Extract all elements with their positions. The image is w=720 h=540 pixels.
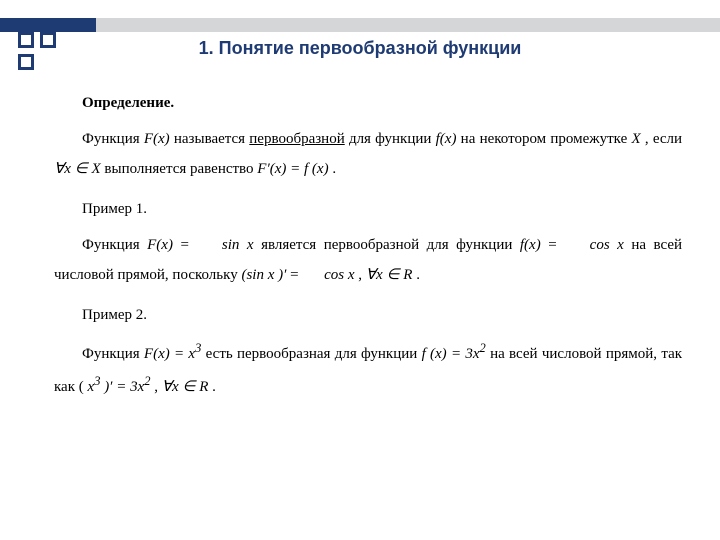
example1-heading: Пример 1. (54, 194, 682, 224)
header-band (0, 18, 720, 32)
math-forall: ∀x ∈ R (162, 379, 209, 395)
text: F(x) = x (144, 346, 195, 362)
text: на некотором промежутке (461, 131, 632, 147)
definition-text: Функция F(x) называется первообразной дл… (54, 124, 682, 184)
text: является первообразной для функции (261, 237, 520, 253)
example2-text: Функция F(x) = x3 есть первообразная для… (54, 336, 682, 402)
text: , если (645, 131, 682, 147)
math-Fx: F(x) (144, 131, 170, 147)
text: Функция (82, 131, 144, 147)
math-cosx: cos x (590, 237, 624, 253)
sup: 3 (195, 341, 201, 355)
text: есть первообразная для функции (206, 346, 422, 362)
example1-block: Пример 1. Функция F(x) = sin x является … (54, 194, 682, 290)
sup: 2 (144, 374, 150, 388)
header-band-accent (0, 18, 96, 32)
text: . (332, 161, 336, 177)
text: для функции (349, 131, 436, 147)
math-deriv: (sin x )′ (241, 267, 286, 283)
text: )′ = 3x (100, 379, 144, 395)
content-body: Определение. Функция F(x) называется пер… (54, 88, 682, 412)
math-fx: f (x) = 3x2 (422, 346, 486, 362)
slide-root: 1. Понятие первообразной функции Определ… (0, 0, 720, 540)
text: . (416, 267, 420, 283)
math-X: X (631, 131, 640, 147)
text: выполняется равенство (104, 161, 257, 177)
header-band-grey (96, 18, 720, 32)
definition-block: Определение. Функция F(x) называется пер… (54, 88, 682, 184)
math-forall: ∀x ∈ R (366, 267, 413, 283)
text: = (290, 267, 302, 283)
example2-heading: Пример 2. (54, 300, 682, 330)
math-sinx: sin x (222, 237, 254, 253)
text: = (548, 237, 564, 253)
math-cosx: cos x (324, 267, 354, 283)
sup: 2 (480, 341, 486, 355)
page-title: 1. Понятие первообразной функции (0, 38, 720, 59)
text: , (358, 267, 366, 283)
math-Fx: F(x) (147, 237, 173, 253)
example2-block: Пример 2. Функция F(x) = x3 есть первооб… (54, 300, 682, 402)
text: называется (174, 131, 249, 147)
text: Функция (82, 237, 147, 253)
text: , (154, 379, 162, 395)
text: f (x) = 3x (422, 346, 480, 362)
math-deriv: x3 )′ = 3x2 (88, 379, 151, 395)
math-eq: F′(x) = f (x) (257, 161, 328, 177)
math-fx: f(x) (436, 131, 457, 147)
definition-heading: Определение. (54, 88, 682, 118)
math-forall: ∀x ∈ X (54, 161, 101, 177)
math-Fx: F(x) = x3 (144, 346, 201, 362)
math-fx: f(x) (520, 237, 541, 253)
term-antiderivative: первообразной (249, 131, 344, 147)
text: . (212, 379, 216, 395)
text: Функция (82, 346, 144, 362)
text: = (180, 237, 196, 253)
example1-text: Функция F(x) = sin x является первообраз… (54, 230, 682, 290)
